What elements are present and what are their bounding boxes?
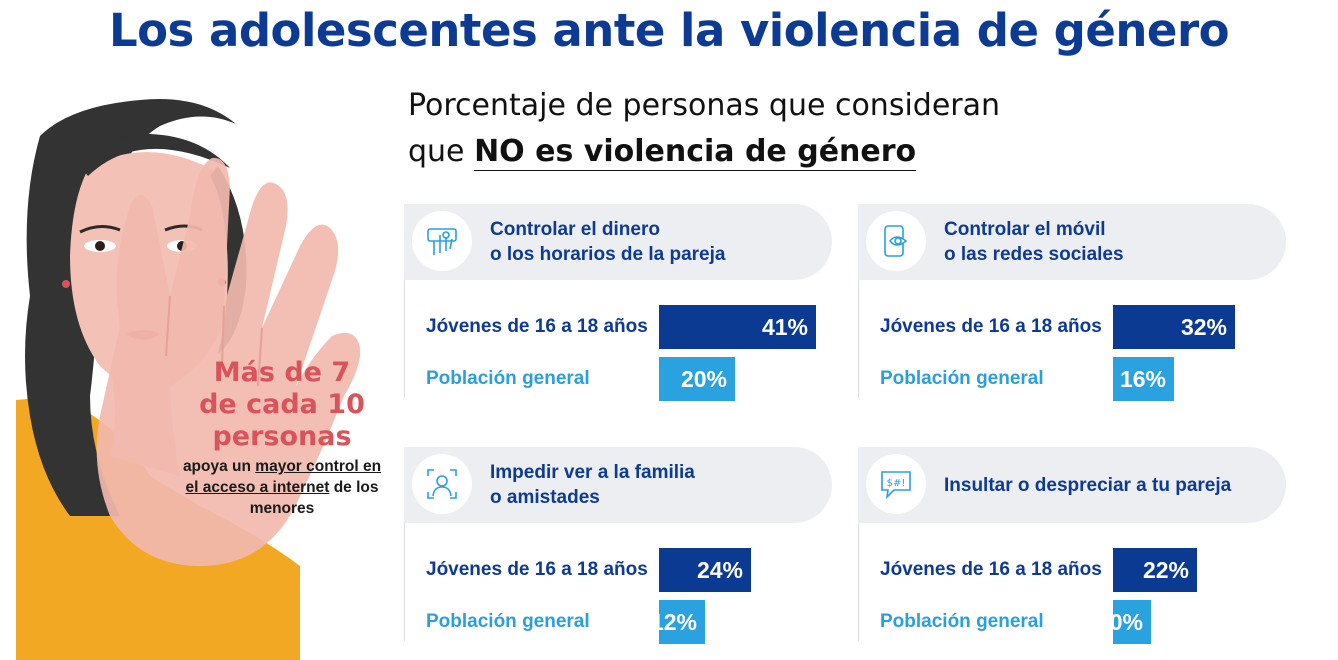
callout-headline: Más de 7 de cada 10 personas xyxy=(182,357,382,453)
youth-bar-value: 32% xyxy=(1180,313,1227,340)
panel-header: Impedir ver a la familia o amistades xyxy=(404,447,832,523)
panel-header: $#! Insultar o despreciar a tu pareja xyxy=(858,447,1286,523)
callout-text-3: de los menores xyxy=(249,479,379,517)
panel-divider xyxy=(858,523,859,641)
subtitle-line-1: Porcentaje de personas que consideran xyxy=(408,88,1001,123)
panel-phone-social: Controlar el móvil o las redes sociales … xyxy=(858,204,1288,404)
subtitle-prefix: que xyxy=(408,134,465,169)
general-bar: 16% xyxy=(1113,357,1174,401)
general-bar-value: 16% xyxy=(1119,365,1166,392)
youth-bar-value: 24% xyxy=(696,556,743,583)
panel-title-line-1: Controlar el dinero xyxy=(490,219,660,240)
panel-title-line-2: o los horarios de la pareja xyxy=(490,244,726,265)
panel-title: Controlar el móvil o las redes sociales xyxy=(944,217,1274,267)
panel-header: Controlar el móvil o las redes sociales xyxy=(858,204,1286,280)
youth-label: Jóvenes de 16 a 18 años xyxy=(880,559,1102,580)
callout-text-1: apoya un xyxy=(182,458,251,475)
callout-line-2: de cada 10 xyxy=(199,389,365,420)
woman-raised-hand-illustration xyxy=(16,99,361,660)
panel-title: Controlar el dinero o los horarios de la… xyxy=(490,217,820,267)
youth-bar-value: 41% xyxy=(761,313,808,340)
panel-divider xyxy=(858,280,859,398)
general-bar-value: 10% xyxy=(1096,608,1143,635)
subtitle-line-2: que NO es violencia de género xyxy=(408,134,917,171)
main-title: Los adolescentes ante la violencia de gé… xyxy=(108,4,1230,57)
wrist-watch-icon xyxy=(412,211,472,271)
youth-bar: 32% xyxy=(1113,305,1235,349)
general-bar: 20% xyxy=(659,357,735,401)
general-label: Población general xyxy=(880,368,1044,389)
youth-bar: 24% xyxy=(659,548,751,592)
panel-divider xyxy=(404,523,405,641)
youth-label: Jóvenes de 16 a 18 años xyxy=(880,316,1102,337)
general-bar: 12% xyxy=(651,600,705,644)
panel-title: Impedir ver a la familia o amistades xyxy=(490,460,820,510)
panel-title-line-1: Impedir ver a la familia xyxy=(490,462,695,483)
panel-title-line-2: o las redes sociales xyxy=(944,244,1124,265)
callout-description: apoya un mayor control en el acceso a in… xyxy=(182,456,382,519)
panel-header: Controlar el dinero o los horarios de la… xyxy=(404,204,832,280)
panel-insult-partner: $#! Insultar o despreciar a tu pareja Jó… xyxy=(858,447,1288,647)
person-frame-icon xyxy=(412,454,472,514)
panel-title: Insultar o despreciar a tu pareja xyxy=(944,473,1274,498)
subtitle-emphasis: NO es violencia de género xyxy=(474,134,917,171)
youth-label: Jóvenes de 16 a 18 años xyxy=(426,559,648,580)
insult-bubble-icon: $#! xyxy=(866,454,926,514)
panel-title-line-1: Controlar el móvil xyxy=(944,219,1106,240)
callout-line-1: Más de 7 xyxy=(213,357,351,388)
svg-text:$#!: $#! xyxy=(887,478,906,489)
general-label: Población general xyxy=(880,611,1044,632)
panel-family-friends: Impedir ver a la familia o amistades Jóv… xyxy=(404,447,834,647)
general-bar-value: 12% xyxy=(650,608,697,635)
general-bar: 10% xyxy=(1097,600,1151,644)
callout-text-underlined: mayor control en el acceso a internet xyxy=(185,458,382,496)
panel-title-line-1: Insultar o despreciar a tu pareja xyxy=(944,475,1232,496)
general-label: Población general xyxy=(426,611,590,632)
youth-label: Jóvenes de 16 a 18 años xyxy=(426,316,648,337)
callout-line-3: personas xyxy=(212,421,352,452)
statistic-callout: Más de 7 de cada 10 personas apoya un ma… xyxy=(182,357,382,519)
panel-money-schedule: Controlar el dinero o los horarios de la… xyxy=(404,204,834,404)
general-label: Población general xyxy=(426,368,590,389)
panel-title-line-2: o amistades xyxy=(490,487,600,508)
panel-divider xyxy=(404,280,405,398)
youth-bar-value: 22% xyxy=(1142,556,1189,583)
general-bar-value: 20% xyxy=(680,365,727,392)
youth-bar: 41% xyxy=(659,305,816,349)
phone-eye-icon xyxy=(866,211,926,271)
youth-bar: 22% xyxy=(1113,548,1197,592)
